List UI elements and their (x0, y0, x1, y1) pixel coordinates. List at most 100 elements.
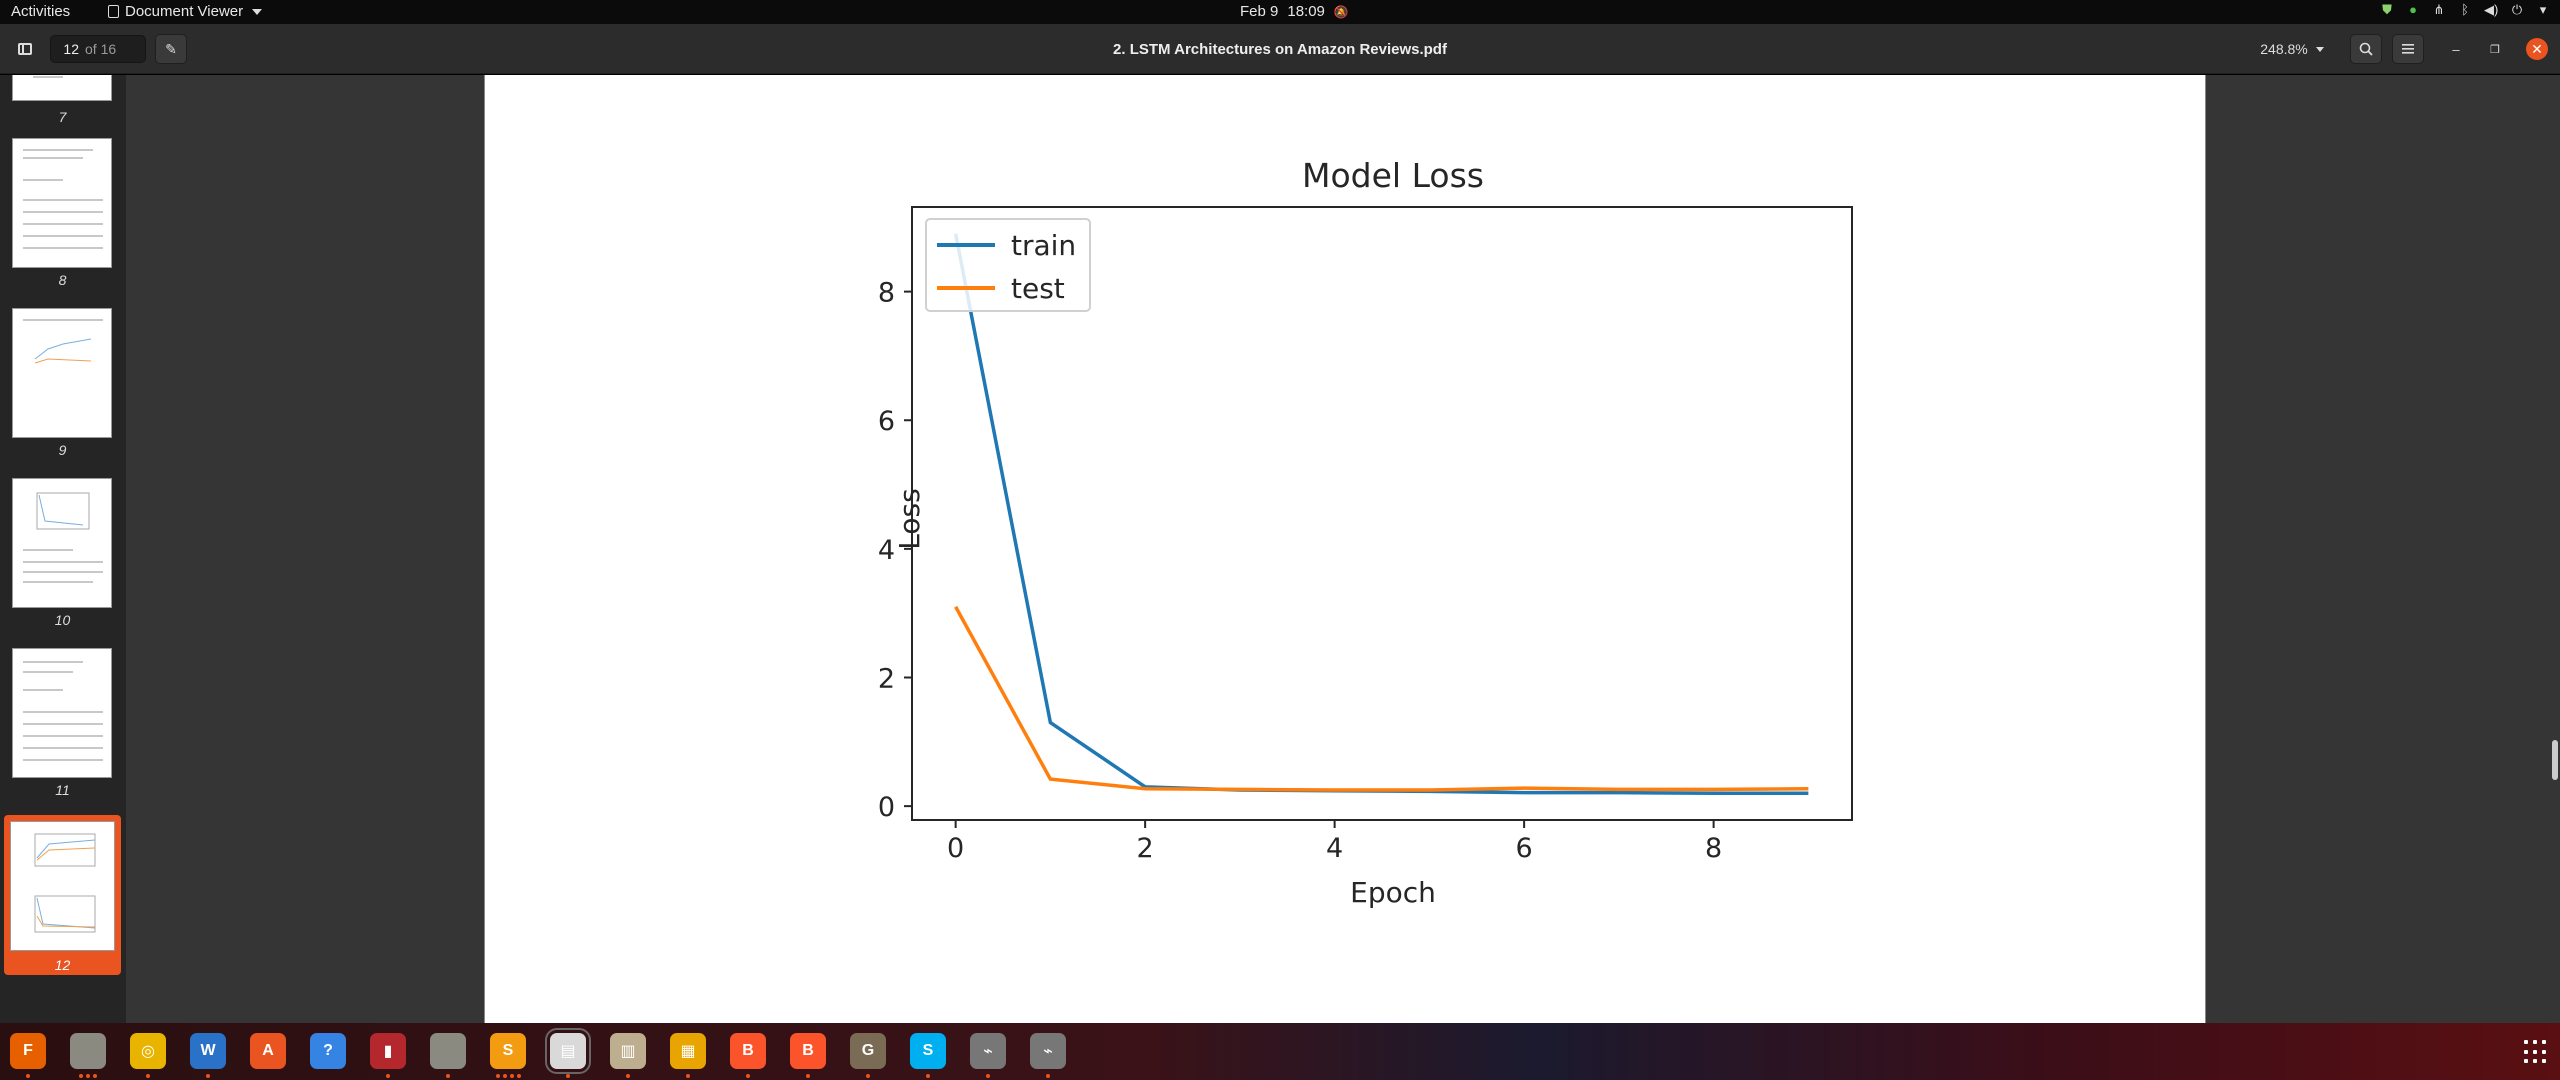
dock-app-writer[interactable]: W (190, 1033, 226, 1069)
thumbnail-label: 8 (58, 272, 67, 288)
dock-app-system-monitor[interactable]: ▮ (370, 1033, 406, 1069)
running-indicator (746, 1074, 750, 1078)
dock-app-firefox[interactable]: F (10, 1033, 46, 1069)
maximize-button[interactable]: ❐ (2486, 40, 2504, 58)
dock-app-gimp[interactable]: G (850, 1033, 886, 1069)
zoom-selector[interactable]: 248.8% (2250, 34, 2334, 64)
dock: F ◎ W A? ▮ S ▤ ▥ ▦ B B G S ⌁ ⌁ (0, 1023, 2560, 1080)
page-selector[interactable]: 12 of 16 (50, 35, 146, 63)
dock-app-brave-2[interactable]: B (790, 1033, 826, 1069)
writer-icon: W (200, 1042, 216, 1059)
y-tick-label: 4 (878, 535, 895, 566)
rhythmbox-icon: ◎ (141, 1043, 155, 1060)
close-icon: ✕ (2531, 40, 2543, 57)
close-button[interactable]: ✕ (2526, 38, 2548, 60)
brave-icon: B (742, 1042, 754, 1059)
thumbnail-sidebar: 7 8 9 10 (0, 75, 126, 1023)
page-count: of 16 (85, 41, 117, 57)
document-title: 2. LSTM Architectures on Amazon Reviews.… (1113, 41, 1447, 58)
dock-app-document-viewer[interactable]: ▤ (545, 1028, 591, 1074)
page-number-input[interactable]: 12 (63, 41, 79, 57)
dock-app-brave[interactable]: B (730, 1033, 766, 1069)
dock-app-archive-manager[interactable]: ▥ (610, 1033, 646, 1069)
running-indicator (146, 1074, 150, 1078)
thumbnail-label: 11 (55, 782, 70, 798)
bluetooth-icon[interactable]: ᛒ (2461, 2, 2469, 17)
minimize-button[interactable]: – (2447, 40, 2465, 58)
usb-drive-icon: ⌁ (983, 1043, 993, 1060)
thumbnail-page-11[interactable]: 11 (4, 648, 121, 808)
running-indicator (386, 1074, 390, 1078)
running-indicator (495, 1074, 521, 1078)
dock-app-files-2[interactable] (430, 1033, 466, 1069)
show-applications-icon[interactable] (2524, 1040, 2548, 1064)
software-icon: A (262, 1042, 274, 1059)
zoom-level: 248.8% (2260, 41, 2308, 57)
calculator-icon: ▦ (680, 1043, 696, 1060)
y-tick-label: 0 (878, 792, 895, 823)
scroll-indicator[interactable] (2552, 740, 2558, 780)
power-icon[interactable]: ⏻ (2511, 2, 2523, 17)
running-indicator (26, 1074, 30, 1078)
shield-icon[interactable]: ⛊ (2382, 2, 2392, 17)
thumbnail-label: 10 (54, 612, 71, 628)
dock-app-rhythmbox[interactable]: ◎ (130, 1033, 166, 1069)
running-indicator (446, 1074, 450, 1078)
running-indicator (206, 1074, 210, 1078)
thumbnail-image (12, 138, 112, 268)
y-tick-label: 6 (878, 406, 895, 437)
minimize-icon: – (2452, 41, 2460, 57)
document-viewer-icon: ▤ (560, 1043, 576, 1060)
notifications-muted-icon: 🔕 (1333, 4, 1349, 19)
dock-app-files[interactable] (70, 1033, 106, 1069)
dock-app-calculator[interactable]: ▦ (670, 1033, 706, 1069)
network-icon[interactable]: ⋔ (2433, 2, 2445, 17)
update-icon[interactable]: ● (2409, 2, 2417, 17)
thumbnail-page-12[interactable]: 12 (4, 815, 121, 975)
thumbnail-page-8[interactable]: 8 (4, 138, 121, 298)
thumbnail-page-9[interactable]: 9 (4, 308, 121, 468)
brave-2-icon: B (802, 1042, 814, 1059)
dock-app-software[interactable]: A (250, 1033, 286, 1069)
x-tick-label: 2 (1137, 833, 1154, 864)
legend-label-train: train (1011, 229, 1076, 262)
y-tick-label: 8 (878, 278, 895, 309)
app-name: Document Viewer (125, 3, 244, 20)
sidebar-icon (18, 43, 32, 55)
main-menu-button[interactable] (2392, 34, 2424, 64)
thumbnail-page-7[interactable]: 7 (4, 75, 121, 195)
thumbnail-image (12, 308, 112, 438)
dock-app-usb-drive[interactable]: ⌁ (970, 1033, 1006, 1069)
x-axis-label: Epoch (1350, 876, 1436, 909)
hamburger-icon (2402, 44, 2414, 54)
annotate-button[interactable]: ✎ (155, 34, 187, 64)
sublime-text-icon: S (502, 1042, 514, 1059)
search-icon (2359, 42, 2373, 56)
search-button[interactable] (2350, 34, 2382, 64)
dock-app-skype[interactable]: S (910, 1033, 946, 1069)
legend-label-test: test (1011, 272, 1065, 305)
legend: train test (925, 218, 1091, 312)
series-line-train (953, 233, 1809, 796)
clock-time: 18:09 (1287, 3, 1325, 20)
dock-app-help[interactable]: ? (310, 1033, 346, 1069)
thumbnail-image (12, 648, 112, 778)
sidebar-toggle-button[interactable] (10, 34, 40, 64)
volume-icon[interactable]: ◀) (2484, 2, 2499, 17)
gimp-icon: G (861, 1042, 875, 1059)
document-icon (108, 5, 119, 18)
app-menu[interactable]: Document Viewer (108, 3, 263, 20)
dock-app-sublime-text[interactable]: S (490, 1033, 526, 1069)
running-indicator (626, 1074, 630, 1078)
thumbnail-image (12, 478, 112, 608)
clock[interactable]: Feb 9 18:09 🔕 (1240, 3, 1349, 20)
restore-icon: ❐ (2490, 43, 2500, 56)
chevron-down-icon[interactable]: ▾ (2539, 2, 2547, 17)
x-axis: 0 2 4 6 8 (947, 820, 1722, 864)
activities-button[interactable]: Activities (11, 3, 71, 20)
dock-app-usb-drive-2[interactable]: ⌁ (1030, 1033, 1066, 1069)
thumbnail-page-10[interactable]: 10 (4, 478, 121, 638)
plot-frame (911, 206, 1853, 821)
